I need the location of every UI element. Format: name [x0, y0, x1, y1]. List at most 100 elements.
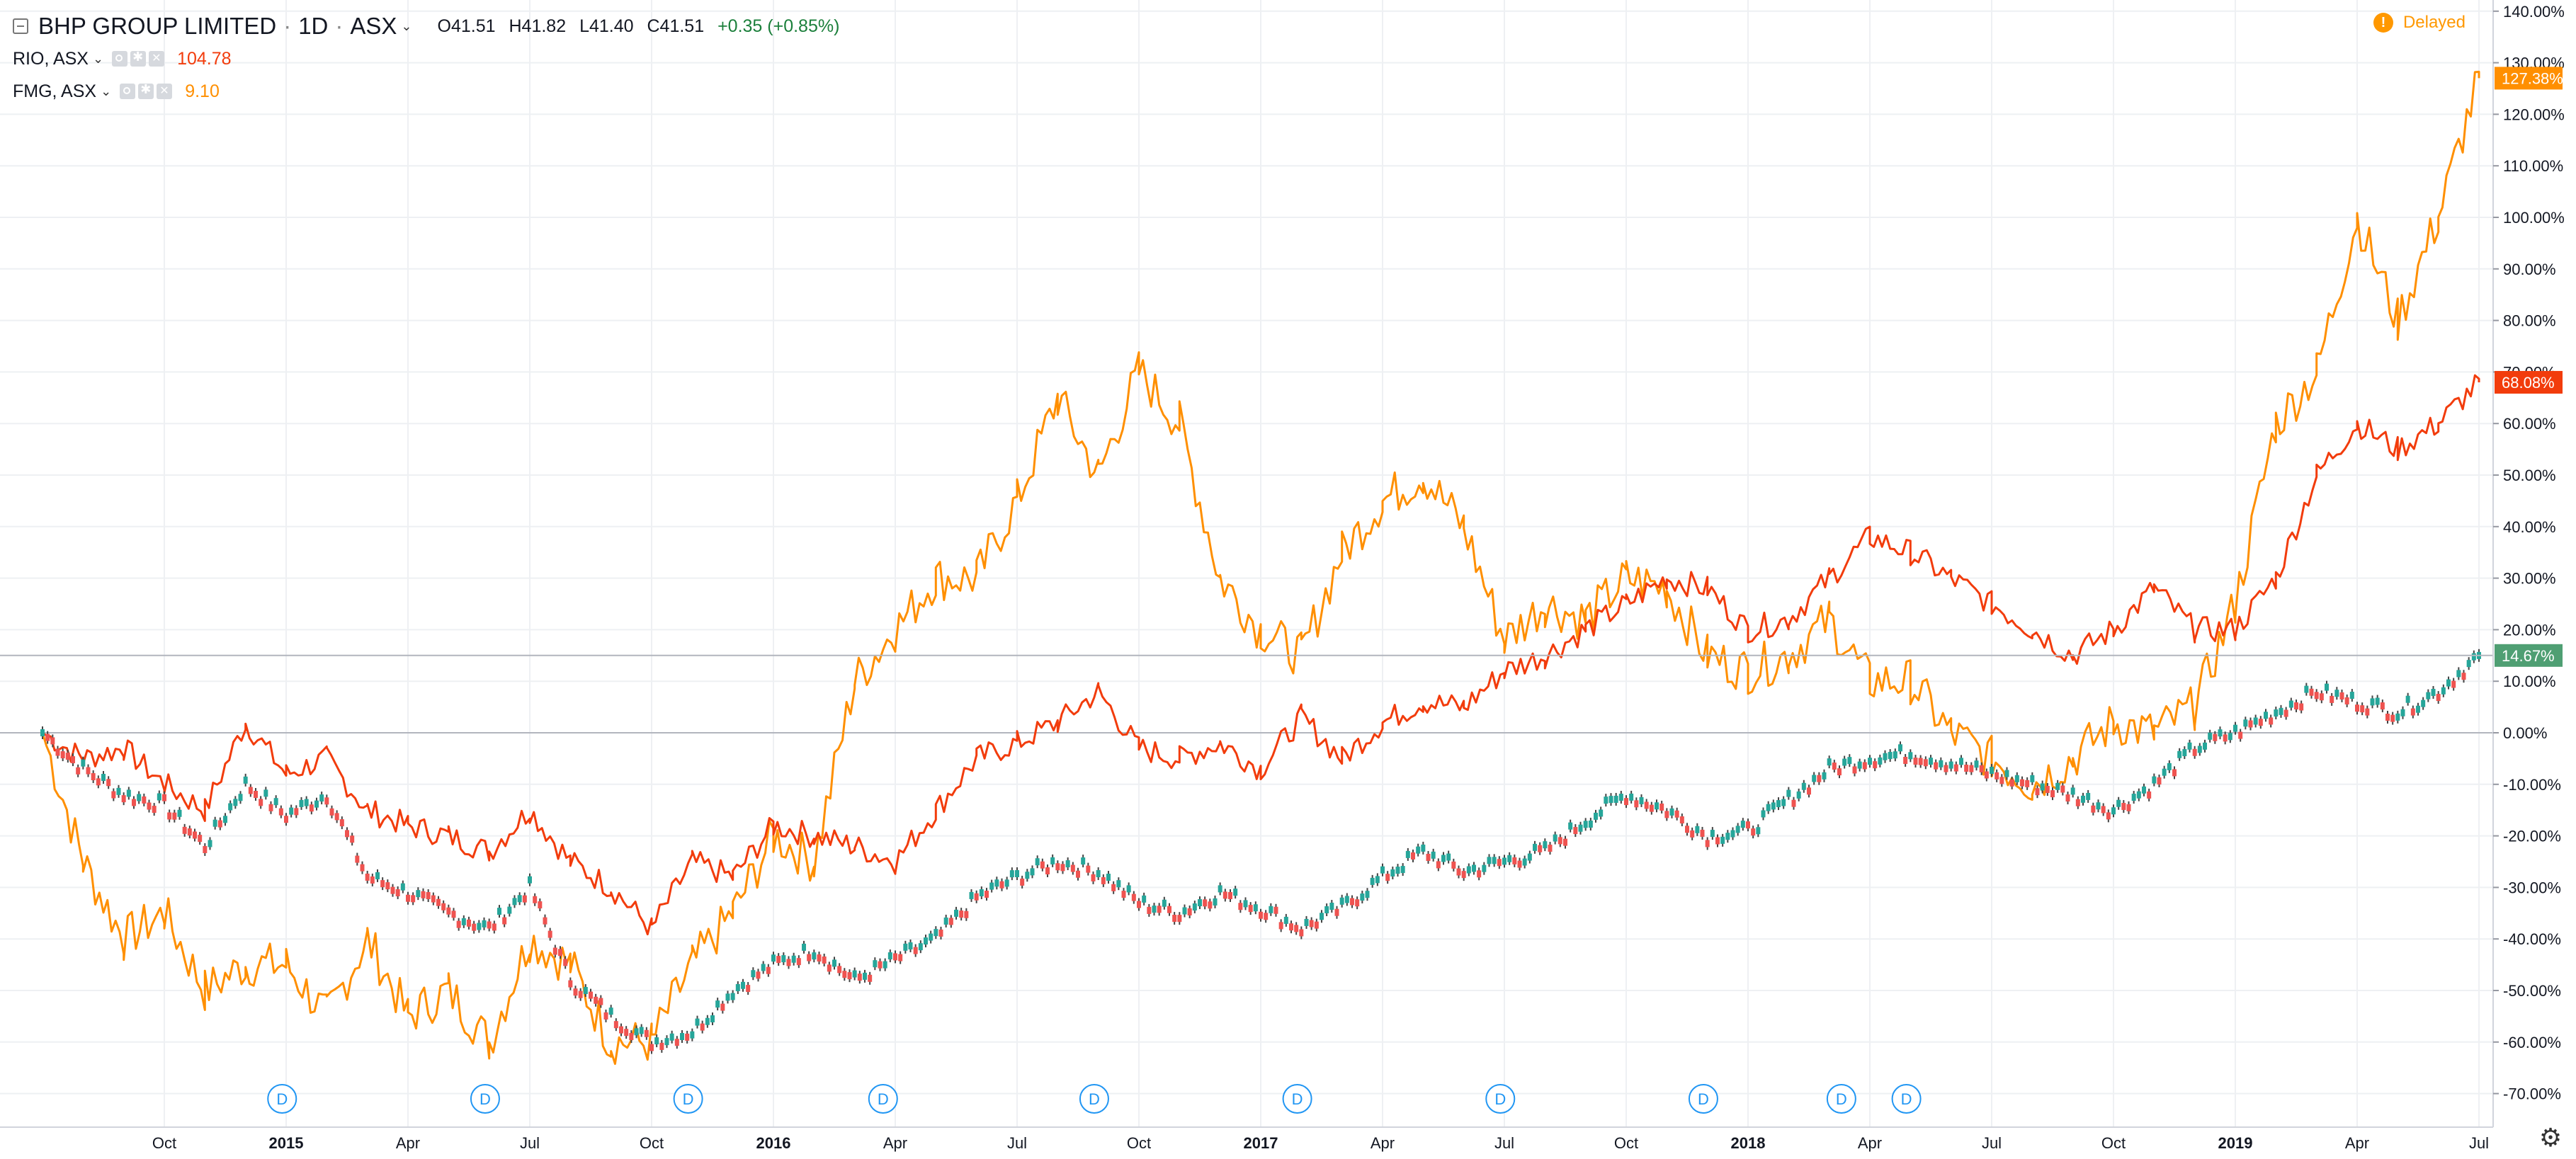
candle-body	[594, 996, 598, 1004]
candle-body	[1700, 829, 1705, 837]
candle-body	[2355, 704, 2359, 712]
candle-body	[1608, 796, 1613, 804]
candle-body	[502, 917, 507, 925]
chevron-down-icon[interactable]: ⌄	[101, 84, 112, 98]
candle-body	[355, 855, 360, 863]
dividend-marker[interactable]: D	[1282, 1084, 1312, 1114]
close-icon[interactable]	[157, 84, 173, 99]
dividend-marker[interactable]: D	[1079, 1084, 1109, 1114]
candle-body	[1674, 810, 1679, 818]
candle-body	[999, 881, 1004, 889]
candle-body	[2360, 705, 2365, 713]
candle-body	[1964, 765, 1969, 772]
candle-body	[1106, 874, 1111, 881]
candle-body	[573, 988, 578, 996]
x-tick-label: Jul	[520, 1134, 540, 1152]
gear-icon[interactable]	[130, 50, 147, 67]
candle-body	[832, 959, 836, 967]
compare-legend-fmg[interactable]: FMG, ASX ⌄ 9.10	[13, 75, 839, 108]
candle-body	[2380, 702, 2385, 710]
y-tick-label: 0.00%	[2503, 724, 2547, 742]
candle-body	[2390, 714, 2395, 722]
candle-body	[2086, 792, 2091, 800]
candle-body	[1076, 870, 1080, 878]
candle-body	[1497, 859, 1502, 867]
candle-body	[157, 793, 161, 801]
candle-body	[1009, 870, 1014, 878]
candle-body	[1807, 787, 1811, 795]
candle-body	[2014, 775, 2019, 782]
main-symbol[interactable]: BHP GROUP LIMITED	[38, 13, 277, 39]
dividend-marker[interactable]: D	[1826, 1084, 1856, 1114]
candle-body	[959, 910, 964, 918]
candle-body	[1126, 885, 1131, 893]
candle-body	[1903, 756, 1908, 764]
gear-icon[interactable]: ⚙	[2538, 1123, 2563, 1152]
candle-body	[837, 966, 842, 974]
chevron-down-icon[interactable]: ⌄	[92, 51, 104, 66]
candle-body	[1934, 762, 1939, 770]
marker-circle	[1891, 1084, 1922, 1114]
compare-symbol[interactable]: FMG, ASX	[13, 81, 97, 101]
candle-body	[664, 1038, 669, 1046]
dividend-marker[interactable]: D	[267, 1084, 297, 1114]
dividend-marker[interactable]: D	[470, 1084, 500, 1114]
candle-body	[756, 971, 761, 979]
label-bg	[2495, 644, 2563, 667]
candle-body	[868, 974, 873, 982]
dividend-marker[interactable]: D	[673, 1084, 703, 1114]
delayed-status[interactable]: ! Delayed	[2373, 13, 2466, 33]
candle-body	[2167, 763, 2172, 770]
candle-body	[1939, 760, 1944, 767]
candle-body	[1604, 797, 1608, 804]
candle-body	[436, 898, 441, 906]
candle-body	[1527, 853, 1532, 861]
candle-body	[786, 959, 791, 966]
marker-circle	[1079, 1084, 1109, 1114]
candle-body	[1116, 880, 1121, 888]
candle-body	[547, 930, 552, 938]
marker-label: D	[276, 1090, 288, 1108]
candle-body	[1283, 916, 1288, 924]
main-interval[interactable]: 1D	[298, 13, 329, 39]
candle-body	[299, 799, 304, 807]
close-icon[interactable]	[149, 51, 165, 67]
candle-body	[2471, 653, 2476, 661]
candle-body	[1482, 864, 1487, 872]
candle-body	[365, 873, 370, 881]
candle-body	[289, 807, 294, 815]
candle-body	[1857, 761, 1862, 769]
dividend-marker[interactable]: D	[1891, 1084, 1922, 1114]
candle-body	[1538, 845, 1543, 852]
dividend-marker[interactable]: D	[868, 1084, 898, 1114]
dividend-marker[interactable]: D	[1688, 1084, 1718, 1114]
candle-body	[568, 980, 573, 988]
chevron-down-icon[interactable]: ⌄	[401, 18, 412, 33]
candle-body	[2030, 775, 2035, 782]
candle-body	[1969, 765, 1974, 772]
label-text: 127.38%	[2502, 69, 2563, 87]
eye-icon[interactable]	[120, 84, 136, 99]
compare-symbol[interactable]: RIO, ASX	[13, 48, 89, 69]
eye-icon[interactable]	[112, 51, 128, 67]
compare-legend-rio[interactable]: RIO, ASX ⌄ 104.78	[13, 42, 839, 75]
change-value: +0.35 (+0.85%)	[717, 16, 840, 36]
candle-body	[2147, 791, 2152, 799]
candle-body	[1101, 877, 1106, 884]
candle-body	[1786, 789, 1791, 797]
gear-icon[interactable]	[138, 82, 154, 99]
marker-label: D	[1292, 1090, 1303, 1108]
candle-body	[1837, 768, 1842, 776]
main-series-legend[interactable]: BHP GROUP LIMITED · 1D · ASX ⌄ O41.51 H4…	[13, 10, 839, 42]
candle-body	[2294, 702, 2298, 710]
candle-body	[1669, 808, 1674, 816]
collapse-legend-icon[interactable]	[13, 18, 28, 34]
dividend-marker[interactable]: D	[1485, 1084, 1516, 1114]
candle-body	[187, 828, 192, 836]
y-tick-label: 100.00%	[2503, 209, 2565, 227]
candle-body	[1253, 904, 1258, 912]
candle-body	[1568, 822, 1573, 830]
marker-circle	[1485, 1084, 1516, 1114]
candle-body	[147, 802, 152, 810]
